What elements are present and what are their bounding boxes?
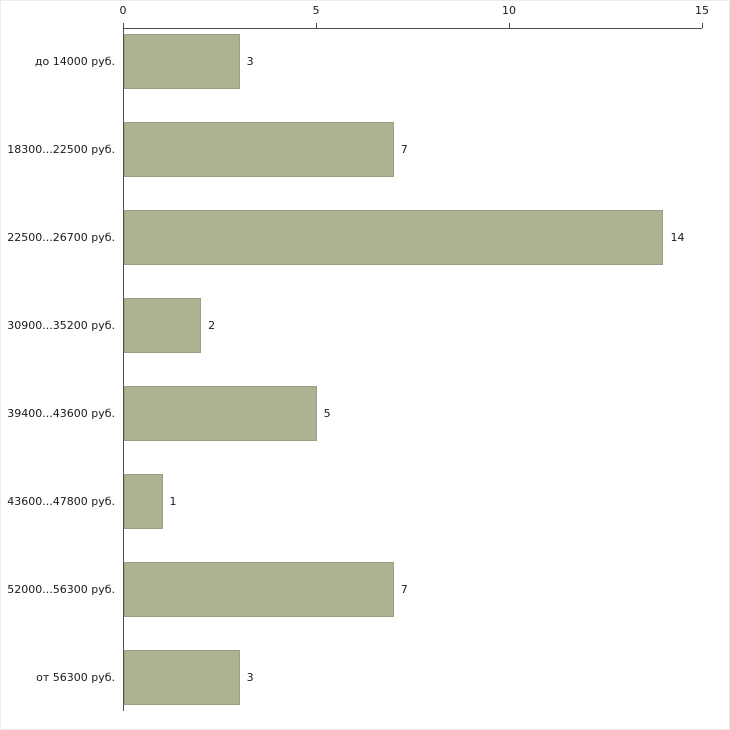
- value-label: 3: [246, 671, 254, 684]
- value-label: 7: [400, 583, 408, 596]
- bar: [124, 34, 240, 89]
- bar-row: 30900...35200 руб. 2: [7, 298, 702, 353]
- value-label: 14: [670, 231, 685, 244]
- x-tick-label: 0: [119, 4, 127, 17]
- x-tick-mark: [123, 23, 124, 28]
- value-label: 5: [323, 407, 331, 420]
- category-label: до 14000 руб.: [34, 55, 115, 68]
- bar-row: 43600...47800 руб. 1: [7, 474, 702, 529]
- category-label: 30900...35200 руб.: [7, 319, 115, 332]
- category-label: 43600...47800 руб.: [7, 495, 115, 508]
- value-label: 2: [208, 319, 216, 332]
- value-label: 1: [169, 495, 177, 508]
- bar: [124, 562, 394, 617]
- plot-area: до 14000 руб. 3 18300...22500 руб. 7 225…: [7, 28, 702, 711]
- category-label: 22500...26700 руб.: [7, 231, 115, 244]
- bar-row: 52000...56300 руб. 7: [7, 562, 702, 617]
- bar-row: 18300...22500 руб. 7: [7, 122, 702, 177]
- bar: [124, 474, 163, 529]
- bar: [124, 386, 317, 441]
- bar-row: до 14000 руб. 3: [35, 34, 702, 89]
- x-tick-label: 5: [312, 4, 320, 17]
- category-label: от 56300 руб.: [36, 671, 115, 684]
- x-tick-label: 15: [695, 4, 709, 17]
- bar-row: 39400...43600 руб. 5: [7, 386, 702, 441]
- x-tick-mark: [509, 23, 510, 28]
- bar-row: 22500...26700 руб. 14: [7, 210, 702, 265]
- value-label: 7: [400, 143, 408, 156]
- bar: [124, 298, 202, 353]
- bar: [124, 650, 240, 705]
- bar: [124, 122, 394, 177]
- bar-row: от 56300 руб. 3: [36, 650, 702, 705]
- category-label: 52000...56300 руб.: [7, 583, 115, 596]
- x-tick-mark: [315, 23, 317, 28]
- category-label: 39400...43600 руб.: [7, 407, 115, 420]
- bar: [124, 210, 664, 265]
- x-tick-mark: [702, 23, 703, 28]
- value-label: 3: [246, 55, 254, 68]
- x-tick-label: 10: [502, 4, 516, 17]
- category-label: 18300...22500 руб.: [7, 143, 115, 156]
